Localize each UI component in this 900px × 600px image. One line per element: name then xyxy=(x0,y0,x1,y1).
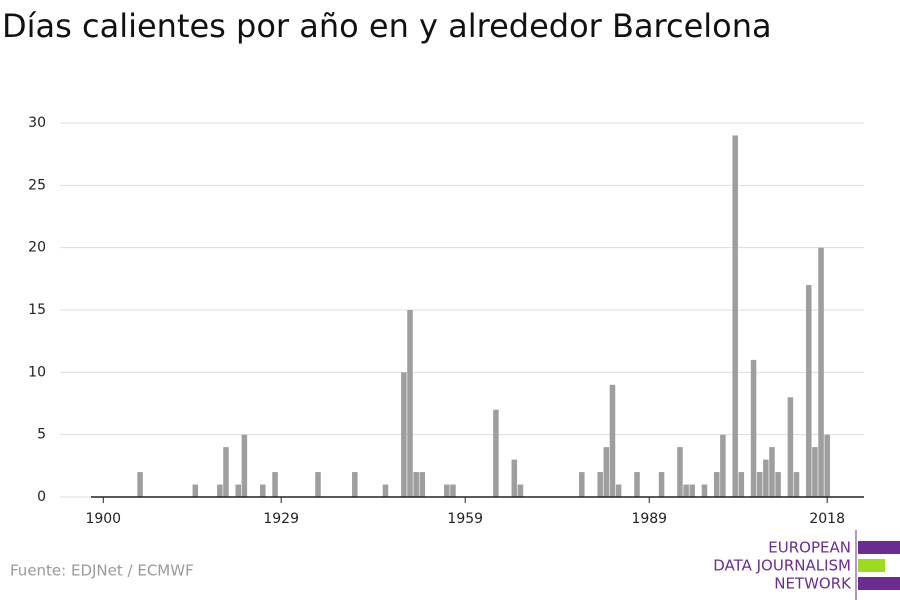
bar xyxy=(241,434,248,497)
bar xyxy=(603,447,610,497)
logo-bar xyxy=(858,541,900,554)
bar xyxy=(806,285,812,497)
bar xyxy=(352,472,358,497)
chart-title: Días calientes por año en y alrededor Ba… xyxy=(2,7,772,45)
bar xyxy=(315,472,321,497)
bar xyxy=(720,434,726,497)
bar xyxy=(689,484,695,497)
bar xyxy=(793,472,800,497)
bar xyxy=(517,484,524,497)
y-tick-label: 30 xyxy=(28,115,46,131)
bar xyxy=(235,484,241,497)
bar xyxy=(787,397,794,497)
bar xyxy=(444,484,450,497)
x-tick-label: 1929 xyxy=(263,511,299,527)
bar xyxy=(615,484,622,497)
bar xyxy=(609,384,616,497)
y-tick-label: 10 xyxy=(28,364,46,380)
x-tick-label: 1959 xyxy=(447,511,483,527)
bar xyxy=(223,447,229,497)
bar xyxy=(272,472,278,497)
y-tick-label: 0 xyxy=(37,489,46,505)
x-tick-label: 2018 xyxy=(809,511,845,527)
y-tick-label: 20 xyxy=(28,240,46,256)
bar xyxy=(407,310,413,497)
bar xyxy=(419,472,426,497)
bar xyxy=(732,135,738,497)
bar xyxy=(217,484,223,497)
y-tick-label: 15 xyxy=(28,302,46,318)
bar xyxy=(756,472,763,497)
bar xyxy=(714,472,720,497)
bar xyxy=(812,447,818,497)
bar xyxy=(769,447,775,497)
logo-bar xyxy=(858,559,885,572)
bar xyxy=(775,472,781,497)
logo-text: NETWORK xyxy=(774,575,852,593)
bar xyxy=(137,472,143,497)
bar xyxy=(579,472,585,497)
bar xyxy=(818,247,824,497)
bar xyxy=(401,372,407,497)
bar xyxy=(738,472,745,497)
bar xyxy=(824,434,830,497)
bar xyxy=(192,484,199,497)
bar xyxy=(763,459,769,497)
y-tick-label: 25 xyxy=(28,177,46,193)
bar xyxy=(677,447,683,497)
bar xyxy=(493,409,499,497)
bar xyxy=(701,484,708,497)
x-tick-label: 1900 xyxy=(85,511,121,527)
y-tick-label: 5 xyxy=(37,427,46,443)
source: Fuente: EDJNet / ECMWF xyxy=(10,562,194,580)
bar xyxy=(597,472,603,497)
bar xyxy=(511,459,518,497)
bar xyxy=(634,472,640,497)
bar xyxy=(658,472,665,497)
bar xyxy=(750,359,757,497)
logo-text: EUROPEAN xyxy=(768,539,851,557)
bar xyxy=(413,472,419,497)
x-tick-label: 1989 xyxy=(631,511,667,527)
logo-text: DATA JOURNALISM xyxy=(713,557,851,575)
bar xyxy=(450,484,456,497)
bar xyxy=(260,484,266,497)
bar xyxy=(683,484,689,497)
bar xyxy=(382,484,389,497)
logo-bar xyxy=(858,577,900,590)
